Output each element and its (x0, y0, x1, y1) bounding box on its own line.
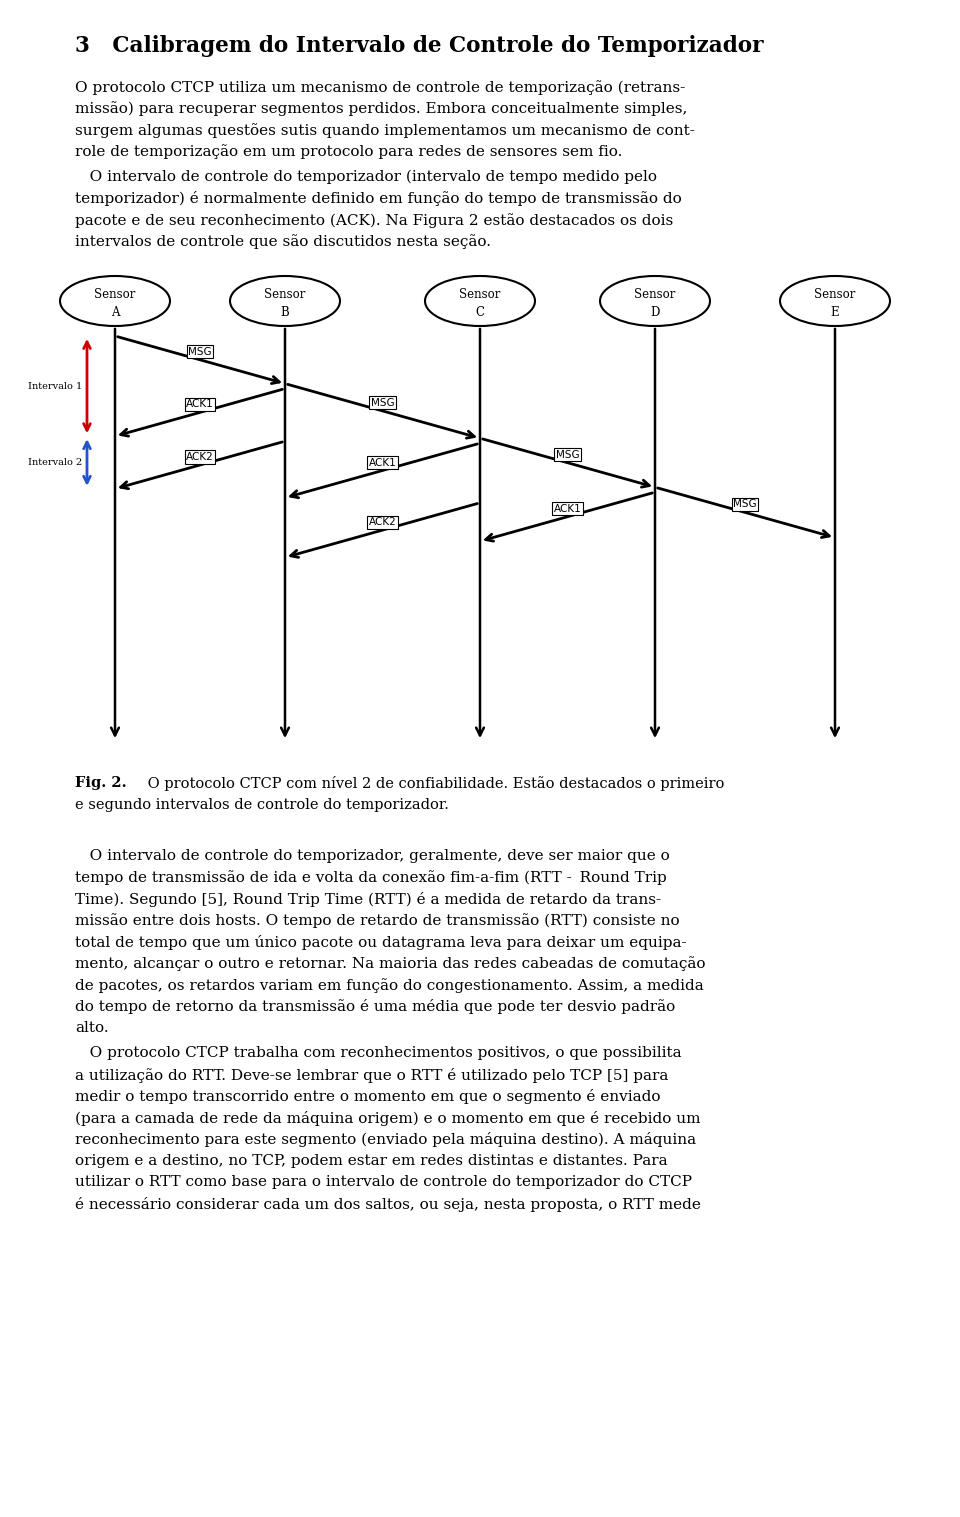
Text: e segundo intervalos de controle do temporizador.: e segundo intervalos de controle do temp… (75, 798, 449, 812)
Text: alto.: alto. (75, 1021, 108, 1035)
Text: A: A (110, 306, 119, 320)
Text: missão) para recuperar segmentos perdidos. Embora conceitualmente simples,: missão) para recuperar segmentos perdido… (75, 102, 687, 117)
Text: utilizar o RTT como base para o intervalo de controle do temporizador do CTCP: utilizar o RTT como base para o interval… (75, 1176, 692, 1189)
Text: missão entre dois hosts. O tempo de retardo de transmissão (RTT) consiste no: missão entre dois hosts. O tempo de reta… (75, 913, 680, 928)
Text: pacote e de seu reconhecimento (ACK). Na Figura 2 estão destacados os dois: pacote e de seu reconhecimento (ACK). Na… (75, 212, 673, 228)
Text: de pacotes, os retardos variam em função do congestionamento. Assim, a medida: de pacotes, os retardos variam em função… (75, 978, 704, 992)
Text: O protocolo CTCP trabalha com reconhecimentos positivos, o que possibilita: O protocolo CTCP trabalha com reconhecim… (75, 1047, 682, 1060)
Text: B: B (280, 306, 289, 320)
Text: temporizador) é normalmente definido em função do tempo de transmissão do: temporizador) é normalmente definido em … (75, 191, 682, 206)
Text: Sensor: Sensor (459, 288, 501, 302)
Text: ACK1: ACK1 (554, 504, 582, 514)
Text: (para a camada de rede da máquina origem) e o momento em que é recebido um: (para a camada de rede da máquina origem… (75, 1110, 701, 1126)
Text: Sensor: Sensor (635, 288, 676, 302)
Text: Sensor: Sensor (264, 288, 305, 302)
Text: C: C (475, 306, 485, 320)
Text: role de temporização em um protocolo para redes de sensores sem fio.: role de temporização em um protocolo par… (75, 144, 622, 159)
Text: MSG: MSG (188, 347, 212, 356)
Text: MSG: MSG (371, 397, 395, 408)
Text: O intervalo de controle do temporizador, geralmente, deve ser maior que o: O intervalo de controle do temporizador,… (75, 850, 670, 863)
Ellipse shape (425, 276, 535, 326)
Ellipse shape (60, 276, 170, 326)
Text: Time). Segundo [5], Round Trip Time (RTT) é a medida de retardo da trans-: Time). Segundo [5], Round Trip Time (RTT… (75, 892, 661, 907)
Text: surgem algumas questões sutis quando implementamos um mecanismo de cont-: surgem algumas questões sutis quando imp… (75, 123, 695, 138)
Text: ACK1: ACK1 (186, 399, 214, 410)
Text: MSG: MSG (556, 449, 579, 460)
Text: ACK2: ACK2 (369, 517, 396, 526)
Text: Intervalo 1: Intervalo 1 (28, 382, 82, 390)
Text: D: D (650, 306, 660, 320)
Ellipse shape (780, 276, 890, 326)
Text: O protocolo CTCP utiliza um mecanismo de controle de temporização (retrans-: O protocolo CTCP utiliza um mecanismo de… (75, 80, 685, 96)
Text: mento, alcançar o outro e retornar. Na maioria das redes cabeadas de comutação: mento, alcançar o outro e retornar. Na m… (75, 957, 706, 971)
Text: O intervalo de controle do temporizador (intervalo de tempo medido pelo: O intervalo de controle do temporizador … (75, 170, 657, 185)
Text: E: E (830, 306, 839, 320)
Text: Sensor: Sensor (814, 288, 855, 302)
Text: total de tempo que um único pacote ou datagrama leva para deixar um equipa-: total de tempo que um único pacote ou da… (75, 934, 686, 950)
Text: 3   Calibragem do Intervalo de Controle do Temporizador: 3 Calibragem do Intervalo de Controle do… (75, 35, 763, 58)
Ellipse shape (230, 276, 340, 326)
Text: é necessário considerar cada um dos saltos, ou seja, nesta proposta, o RTT mede: é necessário considerar cada um dos salt… (75, 1197, 701, 1212)
Text: medir o tempo transcorrido entre o momento em que o segmento é enviado: medir o tempo transcorrido entre o momen… (75, 1089, 660, 1104)
Text: Fig. 2.: Fig. 2. (75, 777, 127, 790)
Text: origem e a destino, no TCP, podem estar em redes distintas e distantes. Para: origem e a destino, no TCP, podem estar … (75, 1154, 667, 1168)
Text: O protocolo CTCP com nível 2 de confiabilidade. Estão destacados o primeiro: O protocolo CTCP com nível 2 de confiabi… (143, 777, 725, 790)
Text: MSG: MSG (733, 499, 756, 510)
Text: do tempo de retorno da transmissão é uma média que pode ter desvio padrão: do tempo de retorno da transmissão é uma… (75, 1000, 675, 1015)
Text: intervalos de controle que são discutidos nesta seção.: intervalos de controle que são discutido… (75, 235, 491, 249)
Ellipse shape (600, 276, 710, 326)
Text: Sensor: Sensor (94, 288, 135, 302)
Text: ACK1: ACK1 (369, 458, 396, 467)
Text: ACK2: ACK2 (186, 452, 214, 463)
Text: Intervalo 2: Intervalo 2 (28, 458, 82, 467)
Text: reconhecimento para este segmento (enviado pela máquina destino). A máquina: reconhecimento para este segmento (envia… (75, 1133, 696, 1147)
Text: tempo de transmissão de ida e volta da conexão fim-a-fim (RTT -  Round Trip: tempo de transmissão de ida e volta da c… (75, 871, 667, 886)
Text: a utilização do RTT. Deve-se lembrar que o RTT é utilizado pelo TCP [5] para: a utilização do RTT. Deve-se lembrar que… (75, 1068, 668, 1083)
